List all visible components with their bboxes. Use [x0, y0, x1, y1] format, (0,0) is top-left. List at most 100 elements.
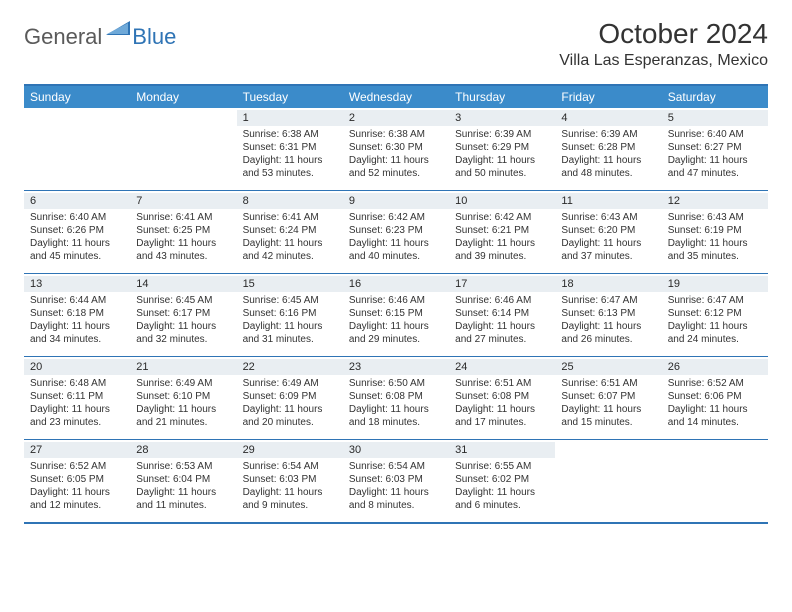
- daylight-line: Daylight: 11 hours and 37 minutes.: [561, 237, 655, 263]
- day-10: 10Sunrise: 6:42 AMSunset: 6:21 PMDayligh…: [449, 191, 555, 273]
- day-number: 29: [237, 442, 343, 458]
- sunset-line: Sunset: 6:08 PM: [455, 390, 549, 403]
- daylight-line: Daylight: 11 hours and 48 minutes.: [561, 154, 655, 180]
- daylight-line: Daylight: 11 hours and 15 minutes.: [561, 403, 655, 429]
- week-row: ....1Sunrise: 6:38 AMSunset: 6:31 PMDayl…: [24, 108, 768, 191]
- day-number: 20: [24, 359, 130, 375]
- daylight-line: Daylight: 11 hours and 50 minutes.: [455, 154, 549, 180]
- day-body: Sunrise: 6:45 AMSunset: 6:17 PMDaylight:…: [136, 294, 230, 346]
- day-body: Sunrise: 6:47 AMSunset: 6:13 PMDaylight:…: [561, 294, 655, 346]
- daylight-line: Daylight: 11 hours and 20 minutes.: [243, 403, 337, 429]
- day-number: 10: [449, 193, 555, 209]
- sunrise-line: Sunrise: 6:53 AM: [136, 460, 230, 473]
- sunrise-line: Sunrise: 6:42 AM: [349, 211, 443, 224]
- sunrise-line: Sunrise: 6:41 AM: [243, 211, 337, 224]
- daylight-line: Daylight: 11 hours and 26 minutes.: [561, 320, 655, 346]
- day-25: 25Sunrise: 6:51 AMSunset: 6:07 PMDayligh…: [555, 357, 661, 439]
- calendar: SundayMondayTuesdayWednesdayThursdayFrid…: [24, 84, 768, 524]
- daylight-line: Daylight: 11 hours and 52 minutes.: [349, 154, 443, 180]
- sunrise-line: Sunrise: 6:46 AM: [349, 294, 443, 307]
- day-22: 22Sunrise: 6:49 AMSunset: 6:09 PMDayligh…: [237, 357, 343, 439]
- day-16: 16Sunrise: 6:46 AMSunset: 6:15 PMDayligh…: [343, 274, 449, 356]
- daylight-line: Daylight: 11 hours and 45 minutes.: [30, 237, 124, 263]
- daylight-line: Daylight: 11 hours and 35 minutes.: [668, 237, 762, 263]
- title-block: October 2024 Villa Las Esperanzas, Mexic…: [559, 18, 768, 70]
- sunset-line: Sunset: 6:13 PM: [561, 307, 655, 320]
- sunrise-line: Sunrise: 6:47 AM: [561, 294, 655, 307]
- dow-saturday: Saturday: [662, 86, 768, 108]
- sunrise-line: Sunrise: 6:38 AM: [349, 128, 443, 141]
- sunset-line: Sunset: 6:15 PM: [349, 307, 443, 320]
- daylight-line: Daylight: 11 hours and 47 minutes.: [668, 154, 762, 180]
- daylight-line: Daylight: 11 hours and 34 minutes.: [30, 320, 124, 346]
- day-body: Sunrise: 6:41 AMSunset: 6:24 PMDaylight:…: [243, 211, 337, 263]
- day-body: Sunrise: 6:46 AMSunset: 6:14 PMDaylight:…: [455, 294, 549, 346]
- day-body: Sunrise: 6:47 AMSunset: 6:12 PMDaylight:…: [668, 294, 762, 346]
- sunset-line: Sunset: 6:07 PM: [561, 390, 655, 403]
- dow-tuesday: Tuesday: [237, 86, 343, 108]
- sunset-line: Sunset: 6:08 PM: [349, 390, 443, 403]
- day-number: 5: [662, 110, 768, 126]
- day-number: 24: [449, 359, 555, 375]
- sunset-line: Sunset: 6:26 PM: [30, 224, 124, 237]
- day-number: 17: [449, 276, 555, 292]
- daylight-line: Daylight: 11 hours and 8 minutes.: [349, 486, 443, 512]
- day-31: 31Sunrise: 6:55 AMSunset: 6:02 PMDayligh…: [449, 440, 555, 522]
- sunrise-line: Sunrise: 6:44 AM: [30, 294, 124, 307]
- sunrise-line: Sunrise: 6:49 AM: [243, 377, 337, 390]
- sunrise-line: Sunrise: 6:50 AM: [349, 377, 443, 390]
- sunrise-line: Sunrise: 6:51 AM: [561, 377, 655, 390]
- day-number: 2: [343, 110, 449, 126]
- day-13: 13Sunrise: 6:44 AMSunset: 6:18 PMDayligh…: [24, 274, 130, 356]
- daylight-line: Daylight: 11 hours and 39 minutes.: [455, 237, 549, 263]
- dow-row: SundayMondayTuesdayWednesdayThursdayFrid…: [24, 86, 768, 108]
- sunset-line: Sunset: 6:30 PM: [349, 141, 443, 154]
- daylight-line: Daylight: 11 hours and 11 minutes.: [136, 486, 230, 512]
- day-number: 21: [130, 359, 236, 375]
- logo-text-general: General: [24, 24, 102, 50]
- sunset-line: Sunset: 6:09 PM: [243, 390, 337, 403]
- daylight-line: Daylight: 11 hours and 14 minutes.: [668, 403, 762, 429]
- day-body: Sunrise: 6:44 AMSunset: 6:18 PMDaylight:…: [30, 294, 124, 346]
- sunset-line: Sunset: 6:16 PM: [243, 307, 337, 320]
- day-number: 3: [449, 110, 555, 126]
- day-8: 8Sunrise: 6:41 AMSunset: 6:24 PMDaylight…: [237, 191, 343, 273]
- sunset-line: Sunset: 6:31 PM: [243, 141, 337, 154]
- sunrise-line: Sunrise: 6:55 AM: [455, 460, 549, 473]
- day-body: Sunrise: 6:38 AMSunset: 6:31 PMDaylight:…: [243, 128, 337, 180]
- day-body: Sunrise: 6:54 AMSunset: 6:03 PMDaylight:…: [243, 460, 337, 512]
- week-row: 20Sunrise: 6:48 AMSunset: 6:11 PMDayligh…: [24, 357, 768, 440]
- sunrise-line: Sunrise: 6:40 AM: [668, 128, 762, 141]
- sunrise-line: Sunrise: 6:54 AM: [349, 460, 443, 473]
- day-number: 15: [237, 276, 343, 292]
- daylight-line: Daylight: 11 hours and 27 minutes.: [455, 320, 549, 346]
- week-row: 6Sunrise: 6:40 AMSunset: 6:26 PMDaylight…: [24, 191, 768, 274]
- day-21: 21 Sunrise: 6:49 AMSunset: 6:10 PMDayligh…: [130, 357, 236, 439]
- daylight-line: Daylight: 11 hours and 23 minutes.: [30, 403, 124, 429]
- day-empty: ..: [24, 108, 130, 190]
- header: General Blue October 2024 Villa Las Espe…: [24, 18, 768, 70]
- day-body: Sunrise: 6:53 AMSunset: 6:04 PMDaylight:…: [136, 460, 230, 512]
- dow-wednesday: Wednesday: [343, 86, 449, 108]
- day-body: Sunrise: 6:43 AMSunset: 6:20 PMDaylight:…: [561, 211, 655, 263]
- daylight-line: Daylight: 11 hours and 12 minutes.: [30, 486, 124, 512]
- day-2: 2 Sunrise: 6:38 AMSunset: 6:30 PMDaylight…: [343, 108, 449, 190]
- day-14: 14Sunrise: 6:45 AMSunset: 6:17 PMDayligh…: [130, 274, 236, 356]
- daylight-line: Daylight: 11 hours and 40 minutes.: [349, 237, 443, 263]
- sunset-line: Sunset: 6:25 PM: [136, 224, 230, 237]
- day-body: Sunrise: 6:54 AMSunset: 6:03 PMDaylight:…: [349, 460, 443, 512]
- day-1: 1Sunrise: 6:38 AMSunset: 6:31 PMDaylight…: [237, 108, 343, 190]
- day-body: Sunrise: 6:50 AMSunset: 6:08 PMDaylight:…: [349, 377, 443, 429]
- day-empty: ..: [662, 440, 768, 522]
- day-12: 12Sunrise: 6:43 AMSunset: 6:19 PMDayligh…: [662, 191, 768, 273]
- sunset-line: Sunset: 6:11 PM: [30, 390, 124, 403]
- day-4: 4Sunrise: 6:39 AMSunset: 6:28 PMDaylight…: [555, 108, 661, 190]
- sunset-line: Sunset: 6:12 PM: [668, 307, 762, 320]
- day-number: 12: [662, 193, 768, 209]
- sunset-line: Sunset: 6:19 PM: [668, 224, 762, 237]
- day-body: Sunrise: 6:49 AMSunset: 6:10 PMDaylight:…: [136, 377, 230, 429]
- dow-thursday: Thursday: [449, 86, 555, 108]
- daylight-line: Daylight: 11 hours and 24 minutes.: [668, 320, 762, 346]
- daylight-line: Daylight: 11 hours and 9 minutes.: [243, 486, 337, 512]
- daylight-line: Daylight: 11 hours and 43 minutes.: [136, 237, 230, 263]
